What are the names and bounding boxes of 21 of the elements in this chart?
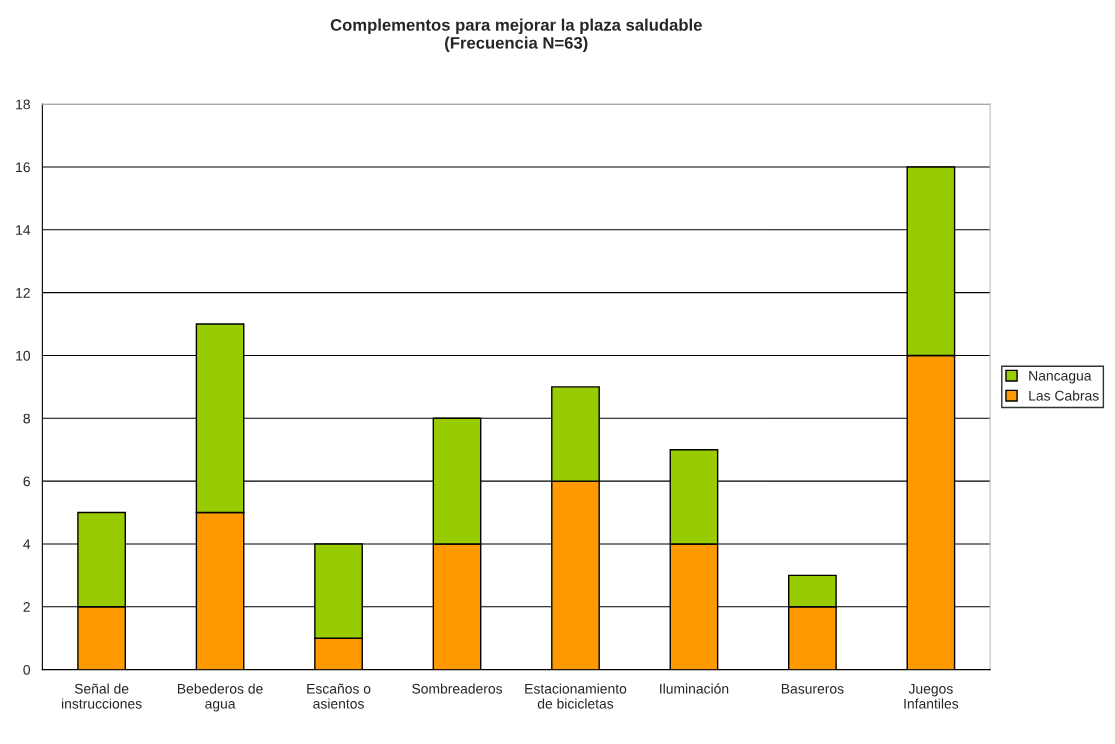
y-tick-label: 0 (23, 664, 31, 675)
x-tick-label: Basureros (781, 684, 844, 694)
y-tick-label: 10 (16, 350, 31, 361)
x-tick-label: Bebederos de agua (177, 683, 263, 712)
y-tick-label: 18 (16, 99, 30, 110)
y-tick-label: 12 (16, 287, 30, 298)
x-tick-label: Sombreaderos (412, 683, 503, 694)
x-tick-label: Señal de instrucciones (62, 683, 142, 709)
y-tick-label: 4 (23, 539, 31, 549)
legend-label: Las Cabras (1029, 390, 1099, 401)
x-tick-label: Juegos Infantiles (904, 684, 959, 709)
chart-title: Complementos para mejorar la plaza saludable (Frecuencia N=63) (330, 18, 702, 53)
y-tick-label: 16 (16, 162, 30, 173)
y-tick-label: 8 (23, 413, 30, 424)
y-tick-label: 2 (23, 602, 30, 612)
legend-label: Nancagua (1029, 370, 1092, 384)
y-tick-label: 6 (23, 476, 30, 487)
x-tick-label: Estacionamiento de bicicletas (525, 683, 627, 709)
x-tick-label: Escaños o asientos (307, 683, 371, 709)
x-tick-label: Iluminación (660, 683, 729, 694)
y-tick-label: 14 (16, 225, 31, 235)
